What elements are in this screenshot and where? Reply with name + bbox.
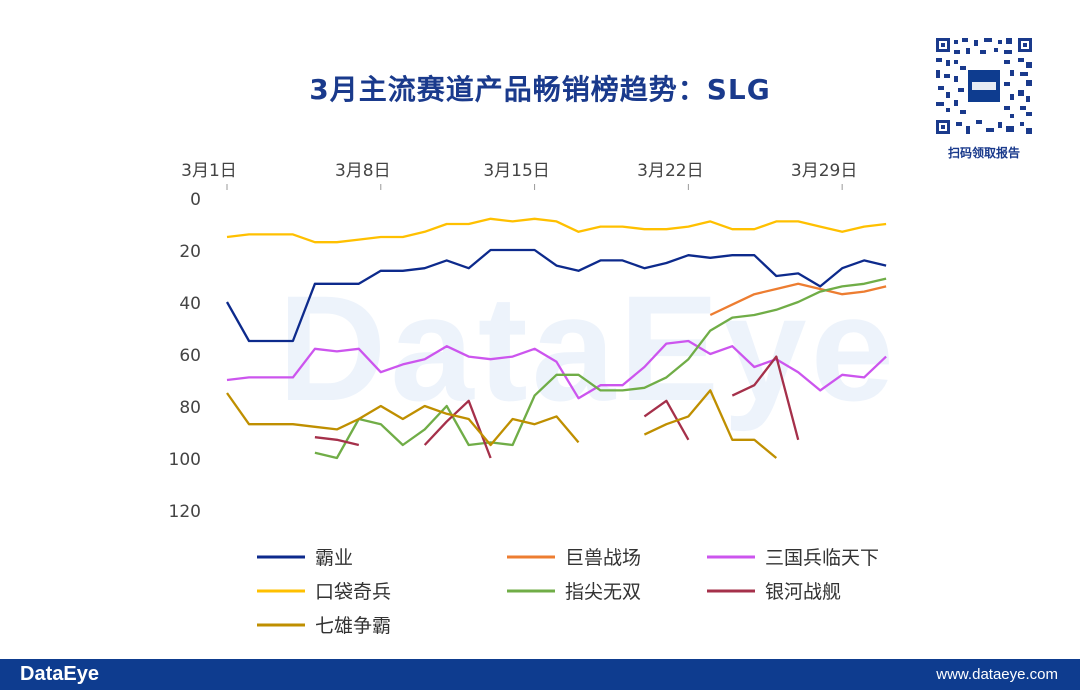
series-group (226, 217, 887, 244)
series-line (643, 399, 690, 441)
qr-code-icon[interactable] (934, 36, 1034, 136)
legend-item: 霸业 (257, 547, 353, 569)
series-line (314, 277, 887, 460)
x-tick-label: 3月1日 (181, 161, 237, 181)
series-group (225, 248, 887, 343)
legend-label: 银河战舰 (765, 581, 841, 603)
series-line (643, 389, 778, 459)
legend-label: 指尖无双 (565, 581, 641, 603)
series-line (226, 217, 887, 244)
y-tick-label: 80 (179, 398, 201, 418)
y-tick-label: 120 (169, 502, 201, 522)
series-line (226, 339, 887, 400)
series-group (314, 277, 887, 460)
qr-caption: 扫码领取报告 (947, 146, 1020, 160)
y-tick-label: 40 (179, 294, 201, 314)
footer-brand-logo: DataEye (20, 663, 99, 685)
legend-label: 霸业 (315, 547, 353, 569)
y-axis-ticks: 0 20 40 60 80 100 120 (169, 190, 201, 522)
legend-label: 三国兵临天下 (765, 547, 879, 569)
qr-code-panel[interactable]: 扫码领取报告 (934, 36, 1034, 161)
x-tick-label: 3月15日 (483, 161, 549, 181)
x-tick-label: 3月8日 (335, 161, 391, 181)
series-line (225, 248, 887, 343)
legend-item: 七雄争霸 (257, 615, 391, 637)
legend-label: 口袋奇兵 (315, 581, 391, 603)
series-line (226, 392, 580, 447)
line-chart: 3月1日 3月8日 3月15日 3月22日 3月29日 020406080100120 … (169, 161, 887, 637)
series-lines (225, 217, 887, 460)
series-line (314, 436, 360, 447)
series-group (226, 389, 778, 459)
series-line (731, 355, 800, 441)
legend-item: 指尖无双 (507, 581, 641, 603)
legend-item: 三国兵临天下 (707, 547, 879, 569)
x-axis-ticks: 3月1日 3月8日 3月15日 3月22日 3月29日 (181, 161, 857, 190)
x-tick-label: 3月29日 (791, 161, 857, 181)
legend-item: 口袋奇兵 (257, 581, 391, 603)
series-line (423, 399, 492, 459)
footer-website-link[interactable]: www.dataeye.com (936, 666, 1058, 683)
watermark: DataEye (277, 264, 899, 432)
y-tick-label: 60 (179, 346, 201, 366)
y-tick-label: 0 (190, 190, 201, 210)
legend-item: 巨兽战场 (507, 547, 641, 569)
x-tick-label: 3月22日 (637, 161, 703, 181)
page-title: 3月主流赛道产品畅销榜趋势：SLG (309, 73, 771, 106)
series-group (709, 282, 887, 317)
y-tick-label: 20 (179, 242, 201, 262)
series-line (709, 282, 887, 317)
y-tick-label: 100 (169, 450, 201, 470)
legend-label: 巨兽战场 (565, 547, 641, 569)
series-group (226, 339, 887, 400)
series-group (314, 355, 800, 459)
footer-bar: DataEye www.dataeye.com (0, 659, 1080, 690)
legend-label: 七雄争霸 (315, 615, 391, 637)
legend-item: 银河战舰 (707, 581, 841, 603)
